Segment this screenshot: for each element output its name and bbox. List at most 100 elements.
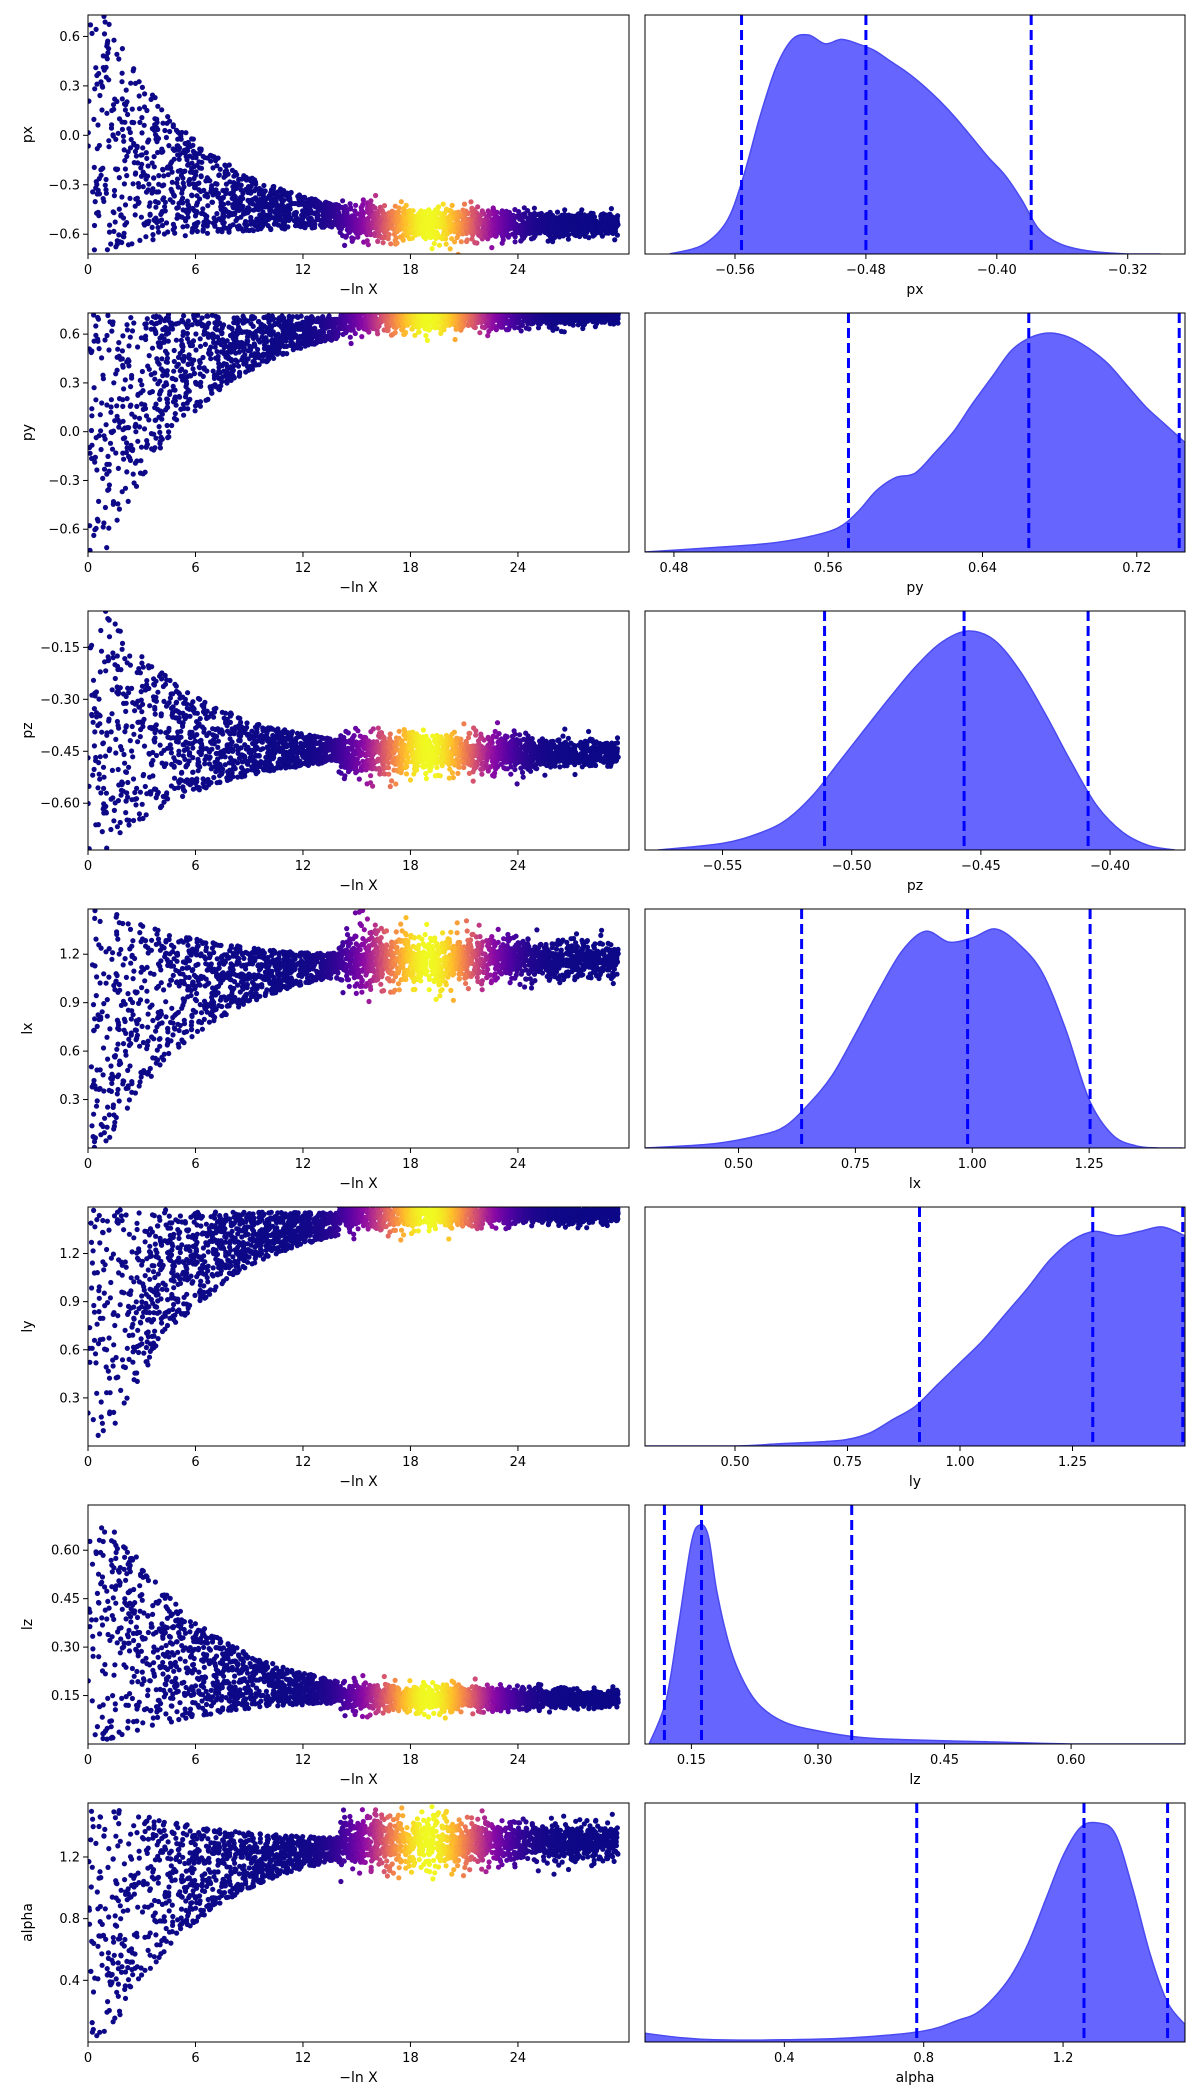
trace-point bbox=[140, 388, 146, 394]
trace-point bbox=[101, 31, 108, 37]
trace-point bbox=[468, 307, 473, 312]
trace-point bbox=[178, 136, 184, 142]
trace-point bbox=[127, 145, 134, 151]
trace-point bbox=[169, 326, 176, 332]
trace-point bbox=[143, 413, 150, 419]
trace-point bbox=[115, 346, 121, 352]
trace-point bbox=[191, 370, 197, 376]
trace-point bbox=[366, 329, 372, 335]
trace-point bbox=[162, 127, 168, 134]
trace-point bbox=[544, 308, 549, 313]
trace-point bbox=[554, 326, 560, 332]
trace-point bbox=[341, 303, 346, 308]
trace-point bbox=[217, 320, 223, 326]
trace-point bbox=[242, 352, 248, 358]
trace-point bbox=[360, 306, 365, 311]
trace-point bbox=[105, 38, 111, 44]
trace-point bbox=[403, 329, 409, 336]
trace-point bbox=[133, 170, 139, 176]
trace-point bbox=[116, 206, 122, 212]
trace-point bbox=[120, 364, 126, 370]
trace-point bbox=[139, 115, 145, 121]
trace-point bbox=[537, 307, 542, 312]
trace-point bbox=[144, 155, 150, 161]
trace-point bbox=[164, 359, 170, 365]
trace-point bbox=[174, 417, 180, 423]
trace-point bbox=[110, 319, 116, 325]
kde-frame bbox=[644, 14, 1186, 255]
trace-point bbox=[252, 343, 258, 349]
trace-point bbox=[150, 237, 156, 243]
trace-point bbox=[151, 164, 157, 170]
trace-point bbox=[312, 326, 318, 332]
trace-point bbox=[521, 303, 526, 308]
trace-point bbox=[570, 305, 575, 310]
trace-point bbox=[92, 454, 98, 460]
trace-point bbox=[530, 313, 533, 314]
kde-xtick-label: −0.56 bbox=[715, 263, 755, 278]
trace-point bbox=[253, 333, 259, 339]
trace-point bbox=[104, 402, 110, 408]
trace-point bbox=[139, 130, 145, 136]
trace-point bbox=[88, 547, 93, 552]
trace-point bbox=[221, 220, 227, 226]
trace-point bbox=[184, 381, 190, 387]
trace-point bbox=[510, 305, 515, 310]
trace-point bbox=[142, 405, 149, 412]
trace-point bbox=[497, 308, 502, 313]
trace-point bbox=[285, 224, 291, 230]
trace-point bbox=[293, 210, 299, 216]
trace-point bbox=[127, 195, 133, 201]
trace-point bbox=[353, 304, 358, 309]
trace-point bbox=[110, 102, 117, 108]
trace-xtick-label: 0 bbox=[84, 263, 92, 278]
trace-point bbox=[122, 435, 128, 441]
trace-point bbox=[379, 307, 384, 312]
trace-point bbox=[165, 313, 172, 318]
trace-point bbox=[149, 160, 155, 166]
trace-point bbox=[547, 307, 552, 312]
trace-point bbox=[525, 321, 531, 327]
trace-point bbox=[492, 308, 497, 313]
trace-point bbox=[176, 156, 182, 162]
trace-point bbox=[260, 209, 266, 215]
trace-point bbox=[96, 70, 102, 77]
trace-xtick-label: 18 bbox=[402, 263, 419, 278]
trace-point bbox=[352, 330, 358, 337]
trace-point bbox=[469, 205, 475, 212]
trace-point bbox=[281, 315, 287, 321]
trace-point bbox=[186, 208, 192, 214]
trace-point bbox=[198, 379, 204, 385]
trace-point bbox=[114, 98, 120, 105]
trace-point bbox=[134, 195, 140, 201]
trace-point bbox=[184, 157, 190, 163]
trace-point bbox=[120, 133, 126, 139]
trace-point bbox=[187, 176, 193, 183]
trace-point bbox=[450, 302, 455, 307]
trace-point bbox=[94, 467, 100, 473]
trace-point bbox=[508, 304, 513, 309]
trace-point bbox=[100, 475, 106, 481]
trace-point bbox=[135, 344, 141, 350]
trace-point bbox=[156, 361, 162, 367]
trace-point bbox=[132, 414, 138, 420]
trace-point bbox=[467, 300, 472, 305]
trace-point bbox=[559, 306, 564, 311]
trace-point bbox=[363, 313, 366, 314]
trace-point bbox=[119, 348, 125, 354]
trace-point bbox=[369, 302, 374, 307]
trace-point bbox=[492, 305, 497, 310]
trace-point bbox=[187, 396, 193, 402]
trace-point bbox=[256, 362, 262, 368]
trace-point bbox=[119, 96, 125, 102]
trace-point bbox=[159, 436, 165, 442]
trace-point bbox=[394, 240, 400, 246]
trace-point bbox=[614, 307, 619, 312]
trace-point bbox=[94, 81, 100, 87]
trace-point bbox=[111, 37, 117, 43]
trace-point bbox=[491, 302, 496, 307]
trace-point bbox=[113, 136, 119, 142]
trace-point bbox=[546, 307, 551, 312]
trace-point bbox=[244, 222, 250, 228]
trace-point bbox=[146, 353, 152, 359]
